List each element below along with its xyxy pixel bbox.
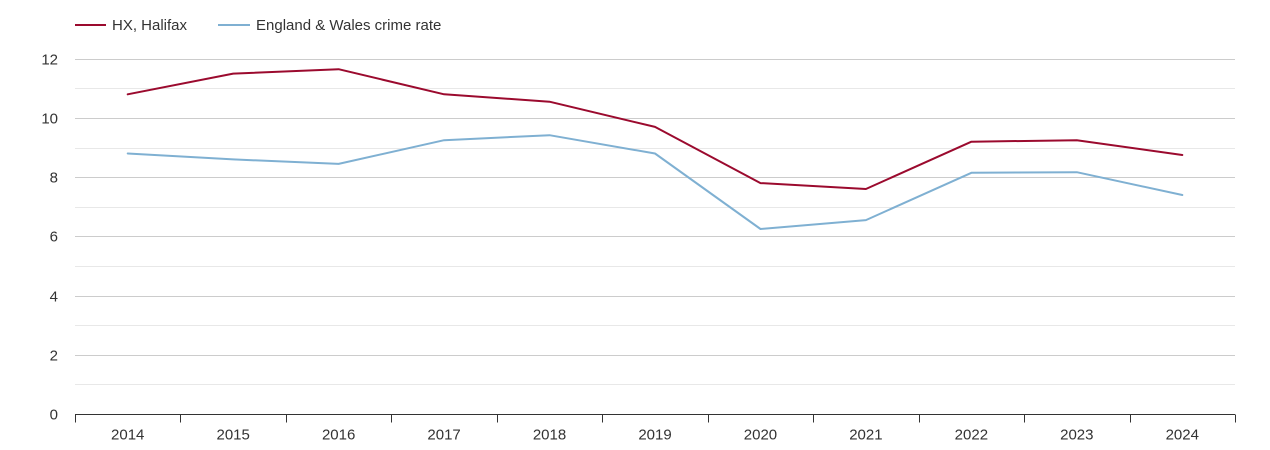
data-point-england-wales — [230, 156, 236, 162]
y-tick-label: 2 — [50, 348, 58, 365]
data-point-england-wales — [1074, 169, 1080, 175]
data-point-halifax — [125, 91, 131, 97]
data-point-halifax — [230, 71, 236, 77]
y-axis: 0 2 4 6 8 10 12 — [41, 52, 58, 424]
data-point-england-wales — [1179, 192, 1185, 198]
x-tick-label: 2017 — [427, 427, 460, 444]
x-tick-label: 2023 — [1060, 427, 1093, 444]
data-point-halifax — [758, 180, 764, 186]
data-point-england-wales — [547, 132, 553, 138]
data-point-england-wales — [125, 151, 131, 157]
legend-item-england-wales[interactable]: England & Wales crime rate — [218, 17, 441, 34]
y-tick-label: 8 — [50, 170, 58, 187]
x-tick-label: 2021 — [849, 427, 882, 444]
data-point-halifax — [1179, 152, 1185, 158]
x-tick-label: 2016 — [322, 427, 355, 444]
legend-label-england-wales: England & Wales crime rate — [256, 17, 441, 34]
legend-item-halifax[interactable]: HX, Halifax — [75, 17, 188, 34]
y-tick-label: 12 — [41, 52, 58, 69]
x-tick-label: 2015 — [216, 427, 249, 444]
series-line-england-wales — [126, 134, 1184, 230]
data-point-halifax — [441, 91, 447, 97]
series-lines — [125, 66, 1185, 232]
data-point-halifax — [652, 124, 658, 130]
data-point-england-wales — [336, 161, 342, 167]
gridlines — [75, 59, 1235, 385]
legend: HX, Halifax England & Wales crime rate — [75, 17, 441, 34]
data-point-halifax — [336, 66, 342, 72]
x-tick-label: 2014 — [111, 427, 144, 444]
x-tick-label: 2024 — [1166, 427, 1199, 444]
data-point-halifax — [968, 139, 974, 145]
data-point-england-wales — [863, 217, 869, 223]
data-point-halifax — [1074, 137, 1080, 143]
x-tick-label: 2022 — [955, 427, 988, 444]
x-tick-label: 2020 — [744, 427, 777, 444]
data-point-england-wales — [441, 137, 447, 143]
x-tick-label: 2019 — [638, 427, 671, 444]
x-axis: 2014 2015 2016 2017 2018 2019 2020 2021 2022 2023… — [75, 414, 1236, 444]
legend-label-halifax: HX, Halifax — [112, 17, 188, 34]
y-tick-label: 10 — [41, 111, 58, 128]
y-tick-label: 6 — [50, 229, 58, 246]
x-tick-label: 2018 — [533, 427, 566, 444]
series-line-halifax — [126, 68, 1184, 190]
data-point-england-wales — [758, 226, 764, 232]
data-point-england-wales — [968, 170, 974, 176]
y-tick-label: 4 — [50, 289, 58, 306]
y-tick-label: 0 — [50, 407, 58, 424]
data-point-halifax — [863, 186, 869, 192]
data-point-england-wales — [652, 151, 658, 157]
data-point-halifax — [547, 99, 553, 105]
